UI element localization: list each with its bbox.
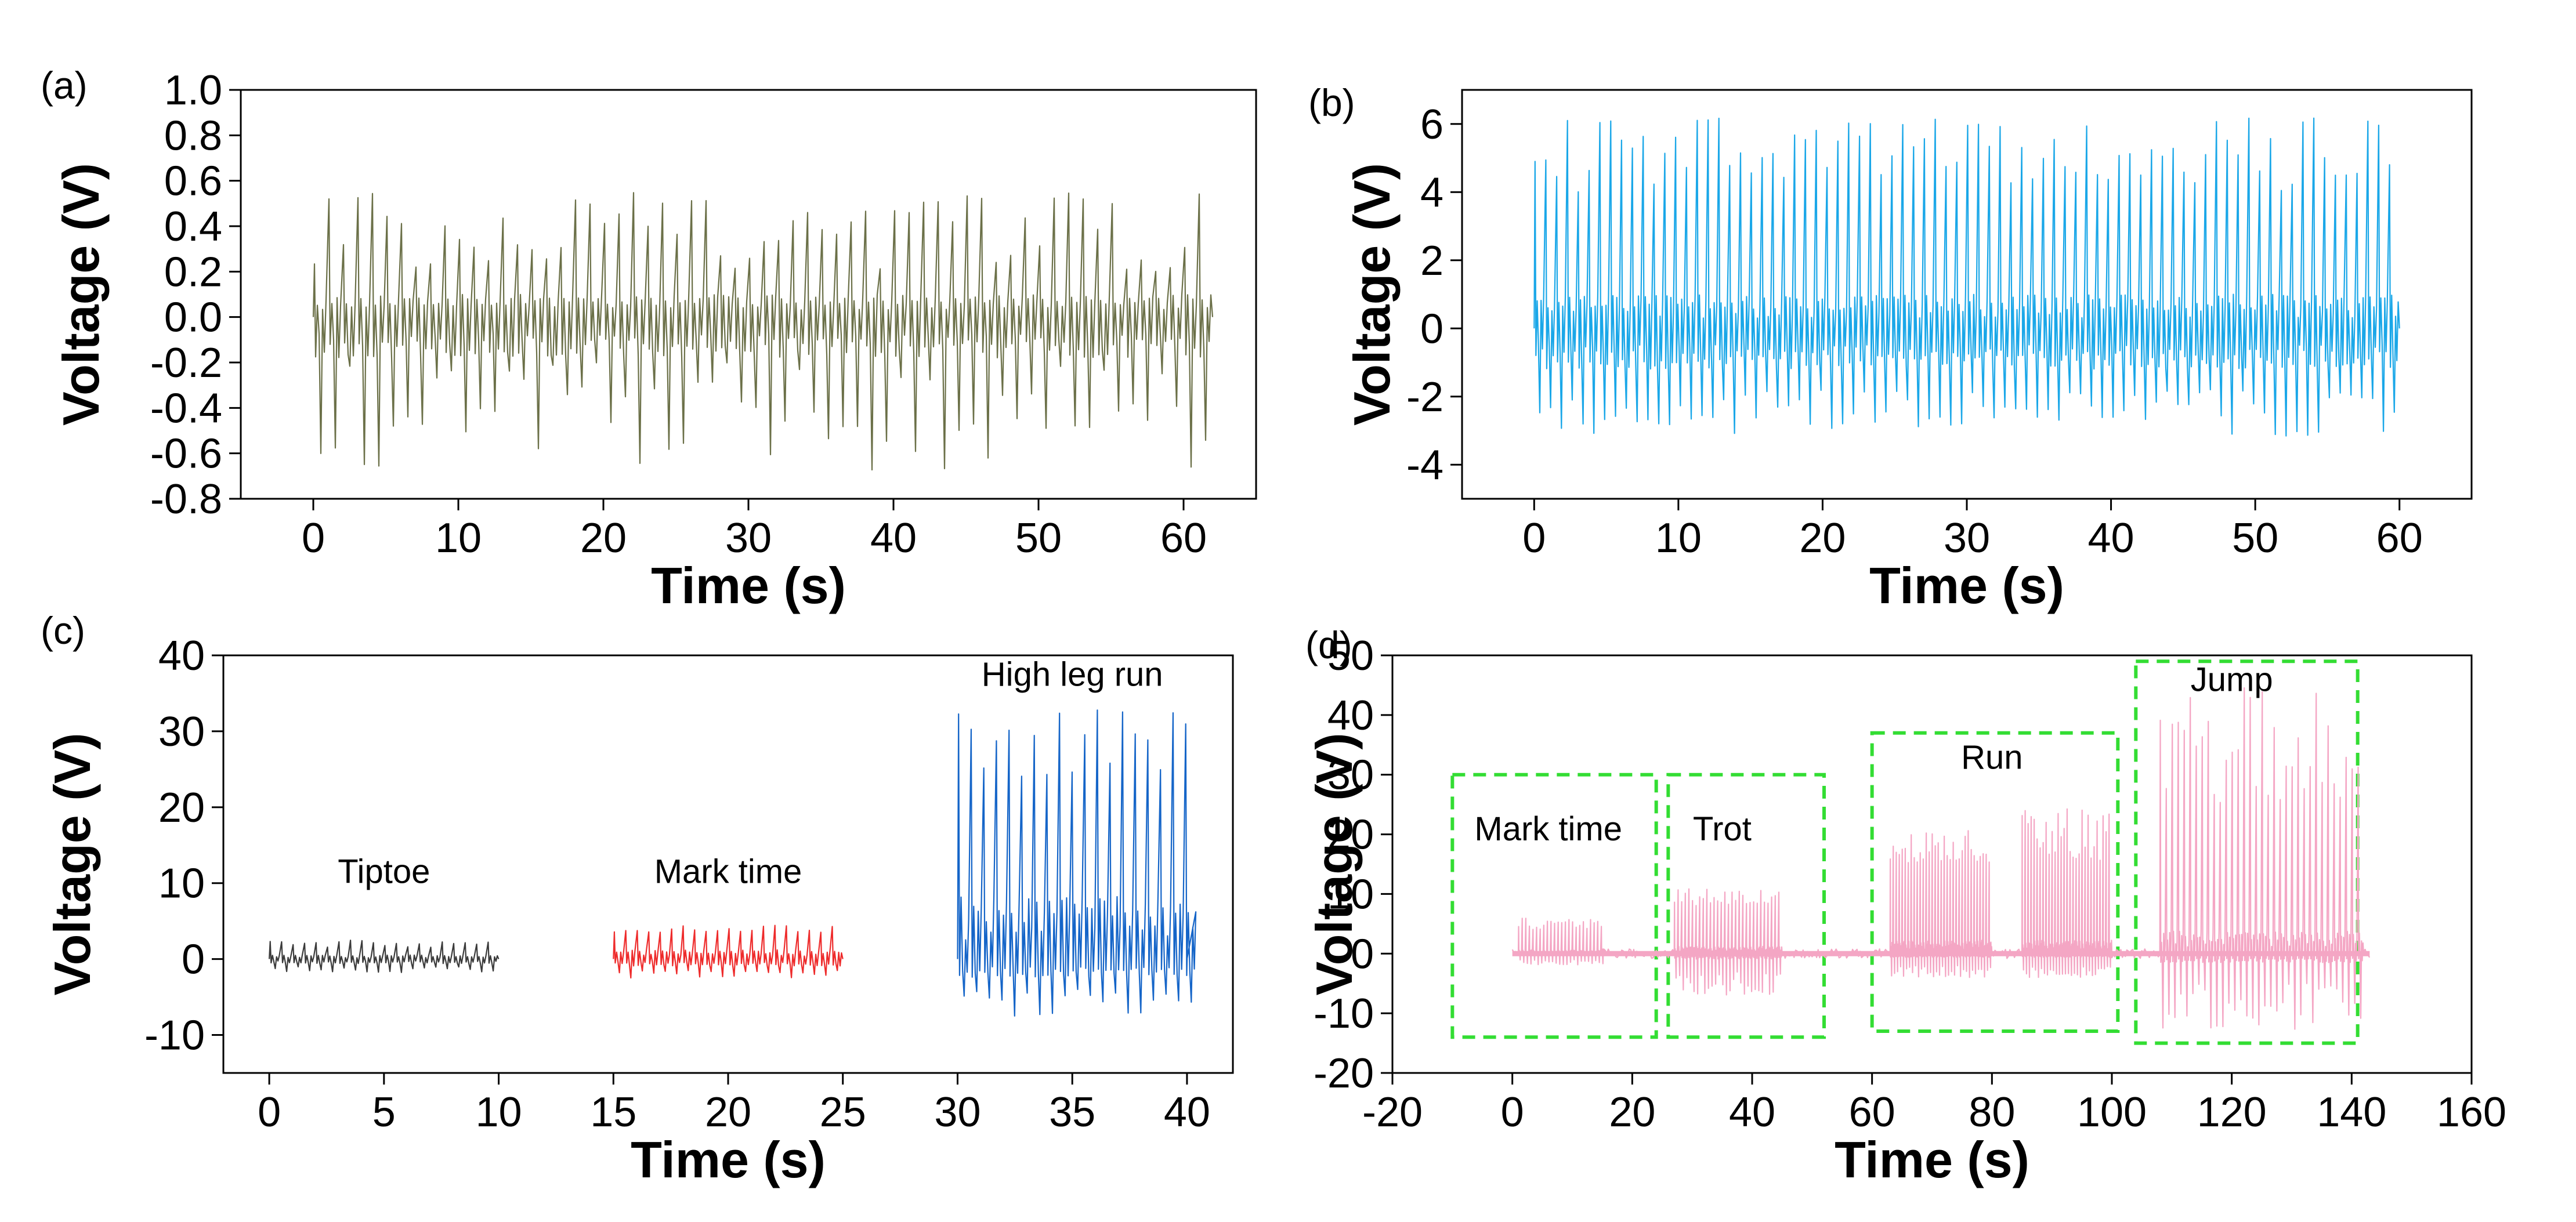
y-axis-title: Voltage (V)	[1305, 733, 1363, 995]
x-axis-title: Time (s)	[1835, 1131, 2029, 1188]
y-tick-label: 50	[1327, 633, 1374, 679]
panel-label: (c)	[41, 609, 85, 652]
highlight-box-mark-time	[1450, 773, 1658, 1039]
series-line-signal	[1533, 117, 2400, 437]
x-tick-label: 25	[820, 1089, 866, 1136]
y-tick-label: 4	[1420, 169, 1443, 216]
x-tick-label: 100	[2077, 1089, 2147, 1136]
x-tick-label: 120	[2197, 1089, 2267, 1136]
y-tick-label: -20	[1314, 1050, 1374, 1097]
x-tick-label: 10	[1655, 515, 1702, 561]
y-tick-label: 0.2	[164, 249, 222, 295]
x-tick-label: 40	[2088, 515, 2134, 561]
y-tick-label: -0.8	[150, 476, 222, 523]
y-tick-label: 10	[1327, 871, 1374, 918]
plot-frame	[240, 89, 1257, 500]
chart-panel-c: 0 5 10 15 20 25 30 35 40 -10 0 10 20 30 40 Time (s) Volt…	[41, 609, 1234, 1188]
x-tick-label: 40	[1164, 1089, 1210, 1136]
x-tick-label: 0	[302, 515, 325, 561]
x-axis-title: Time (s)	[651, 557, 846, 614]
panel-label: (b)	[1308, 81, 1355, 124]
chart-panel-a: 0 10 20 30 40 50 60-0.8-0.6-0.4-0.20.00.20.40.…	[41, 64, 1257, 614]
y-tick-label: 30	[158, 709, 205, 755]
x-tick-label: 60	[1160, 515, 1207, 561]
x-tick-label: 60	[1849, 1089, 1895, 1136]
x-tick-label: 20	[705, 1089, 751, 1136]
y-tick-label: 0.8	[164, 113, 222, 159]
y-tick-label: 30	[1327, 752, 1374, 799]
annotation-trot: Trot	[1693, 810, 1752, 848]
y-tick-label: -10	[144, 1013, 205, 1059]
series-line-mark-time	[613, 924, 844, 979]
x-tick-label: 10	[435, 515, 482, 561]
y-tick-label: -0.6	[150, 431, 222, 477]
y-tick-label: 0.4	[164, 204, 222, 250]
x-tick-label: 40	[1729, 1089, 1775, 1136]
series-line-tiptoe	[269, 940, 500, 973]
x-tick-label: 50	[2232, 515, 2278, 561]
x-tick-label: -20	[1362, 1089, 1423, 1136]
panel-label: (a)	[41, 64, 88, 107]
x-axis-title: Time (s)	[631, 1131, 826, 1188]
x-tick-label: 0	[258, 1089, 281, 1136]
x-tick-label: 30	[934, 1089, 981, 1136]
y-tick-label: -0.4	[150, 385, 222, 431]
panel-label: (d)	[1305, 623, 1352, 666]
annotation-mark-time: Mark time	[654, 853, 802, 891]
y-tick-label: 2	[1420, 238, 1443, 284]
x-tick-label: 20	[1609, 1089, 1655, 1136]
x-tick-label: 50	[1015, 515, 1062, 561]
y-tick-label: 40	[1327, 692, 1374, 739]
x-tick-label: 15	[590, 1089, 636, 1136]
x-tick-label: 20	[580, 515, 627, 561]
x-tick-label: 35	[1049, 1089, 1095, 1136]
x-tick-label: 10	[475, 1089, 522, 1136]
y-tick-label: -0.2	[150, 340, 222, 386]
y-tick-label: 6	[1420, 101, 1443, 148]
annotation-tiptoe: Tiptoe	[338, 853, 430, 891]
y-tick-label: 1.0	[164, 67, 222, 114]
y-tick-label: 10	[158, 861, 205, 907]
y-tick-label: -10	[1314, 991, 1374, 1037]
series-line-signal	[312, 192, 1214, 471]
x-tick-label: 20	[1799, 515, 1846, 561]
x-tick-label: 40	[870, 515, 917, 561]
x-tick-label: 0	[1501, 1089, 1524, 1136]
y-tick-label: 20	[1327, 812, 1374, 858]
y-axis-title: Voltage (V)	[1343, 163, 1401, 426]
y-tick-label: 40	[158, 633, 205, 679]
x-tick-label: 0	[1522, 515, 1546, 561]
series-line-high-leg-run	[957, 709, 1197, 1017]
highlight-box-jump	[2134, 659, 2360, 1045]
y-tick-label: 0	[1351, 931, 1374, 977]
y-tick-label: -2	[1406, 374, 1443, 420]
y-tick-label: 20	[158, 785, 205, 831]
x-tick-label: 80	[1969, 1089, 2015, 1136]
plot-frame	[1391, 654, 2473, 1074]
annotation-mark-time: Mark time	[1474, 810, 1622, 848]
annotation-run: Run	[1961, 738, 2023, 776]
chart-panel-b: 0 10 20 30 40 50 60 -4 -2 0 2 4 6 Time (s) Voltage (V)…	[1308, 81, 2473, 614]
chart-panel-d: -20 0 20 40 60 80 100 120 140 160 -20 -10 0 10 20 30 40 5…	[1305, 623, 2506, 1188]
y-tick-label: 0.6	[164, 158, 222, 205]
y-tick-label: 0	[1420, 306, 1443, 352]
x-tick-label: 140	[2317, 1089, 2386, 1136]
annotation-jump: Jump	[2191, 661, 2273, 699]
x-tick-label: 30	[1944, 515, 1990, 561]
series-line-signal	[1511, 687, 2371, 1030]
x-tick-label: 5	[372, 1089, 396, 1136]
y-tick-label: -4	[1406, 442, 1443, 488]
y-tick-label: 0.0	[164, 295, 222, 341]
y-axis-title: Voltage (V)	[52, 163, 110, 426]
x-axis-title: Time (s)	[1869, 557, 2064, 614]
x-tick-label: 30	[725, 515, 772, 561]
annotation-high-leg-run: High leg run	[982, 655, 1163, 693]
y-tick-label: 0	[182, 937, 205, 983]
y-axis-title: Voltage (V)	[44, 733, 101, 995]
x-tick-label: 160	[2437, 1089, 2506, 1136]
x-tick-label: 60	[2376, 515, 2423, 561]
